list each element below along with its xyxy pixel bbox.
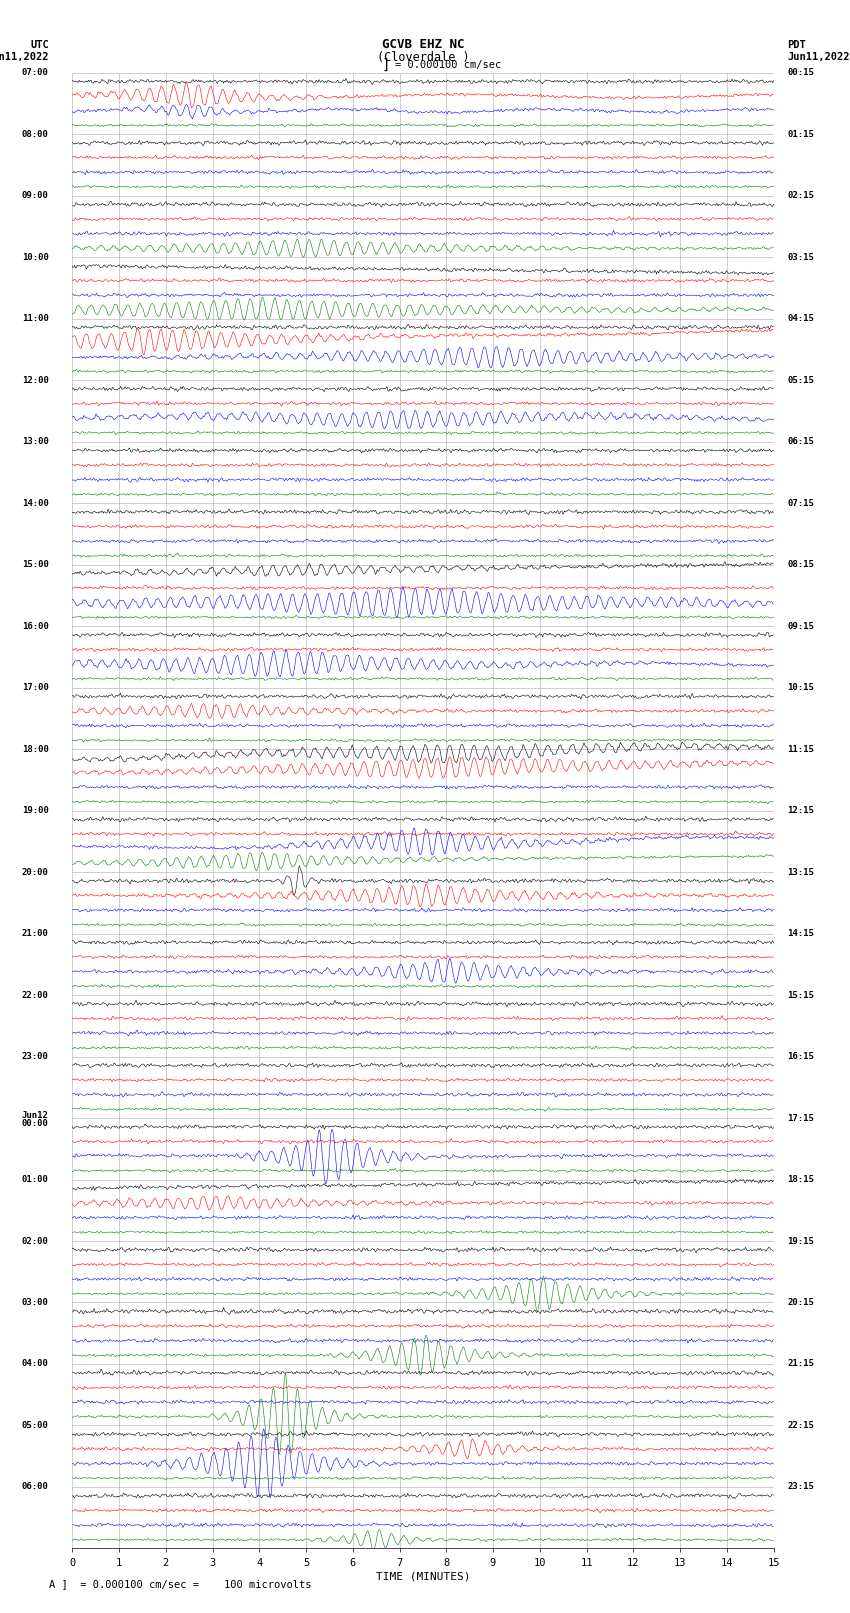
Text: 15:15: 15:15 — [787, 990, 814, 1000]
Text: GCVB EHZ NC: GCVB EHZ NC — [382, 39, 464, 52]
Text: 04:15: 04:15 — [787, 315, 814, 323]
Text: 23:15: 23:15 — [787, 1482, 814, 1492]
Text: Jun12: Jun12 — [22, 1111, 48, 1121]
Text: PDT: PDT — [787, 40, 807, 50]
Text: 09:00: 09:00 — [22, 190, 48, 200]
Text: ]: ] — [382, 58, 390, 73]
Text: 12:15: 12:15 — [787, 806, 814, 815]
Text: 19:00: 19:00 — [22, 806, 48, 815]
Text: UTC: UTC — [30, 40, 48, 50]
Text: 14:00: 14:00 — [22, 498, 48, 508]
Text: 17:00: 17:00 — [22, 682, 48, 692]
Text: 00:00: 00:00 — [22, 1119, 48, 1127]
Text: 03:15: 03:15 — [787, 253, 814, 261]
Text: 11:15: 11:15 — [787, 745, 814, 753]
Text: 02:15: 02:15 — [787, 190, 814, 200]
Text: 01:15: 01:15 — [787, 129, 814, 139]
Text: 18:15: 18:15 — [787, 1174, 814, 1184]
Text: 16:00: 16:00 — [22, 621, 48, 631]
Text: 08:00: 08:00 — [22, 129, 48, 139]
Text: 04:00: 04:00 — [22, 1360, 48, 1368]
Text: 07:15: 07:15 — [787, 498, 814, 508]
Text: = 0.000100 cm/sec: = 0.000100 cm/sec — [394, 60, 501, 71]
Text: 19:15: 19:15 — [787, 1237, 814, 1245]
Text: 01:00: 01:00 — [22, 1174, 48, 1184]
Text: Jun11,2022: Jun11,2022 — [0, 52, 48, 63]
Text: 00:15: 00:15 — [787, 68, 814, 77]
Text: 21:15: 21:15 — [787, 1360, 814, 1368]
Text: 16:15: 16:15 — [787, 1052, 814, 1061]
Text: A ]  = 0.000100 cm/sec =    100 microvolts: A ] = 0.000100 cm/sec = 100 microvolts — [48, 1579, 311, 1589]
Text: 17:15: 17:15 — [787, 1113, 814, 1123]
Text: 22:15: 22:15 — [787, 1421, 814, 1431]
Text: 13:15: 13:15 — [787, 868, 814, 876]
Text: 07:00: 07:00 — [22, 68, 48, 77]
Text: 05:00: 05:00 — [22, 1421, 48, 1431]
Text: 10:00: 10:00 — [22, 253, 48, 261]
Text: 10:15: 10:15 — [787, 682, 814, 692]
Text: 15:00: 15:00 — [22, 560, 48, 569]
Text: 20:00: 20:00 — [22, 868, 48, 876]
Text: 20:15: 20:15 — [787, 1298, 814, 1307]
Text: 03:00: 03:00 — [22, 1298, 48, 1307]
Text: 12:00: 12:00 — [22, 376, 48, 384]
X-axis label: TIME (MINUTES): TIME (MINUTES) — [376, 1571, 470, 1582]
Text: 14:15: 14:15 — [787, 929, 814, 939]
Text: 02:00: 02:00 — [22, 1237, 48, 1245]
Text: Jun11,2022: Jun11,2022 — [787, 52, 850, 63]
Text: 08:15: 08:15 — [787, 560, 814, 569]
Text: 21:00: 21:00 — [22, 929, 48, 939]
Text: 06:15: 06:15 — [787, 437, 814, 447]
Text: 09:15: 09:15 — [787, 621, 814, 631]
Text: 22:00: 22:00 — [22, 990, 48, 1000]
Text: 06:00: 06:00 — [22, 1482, 48, 1492]
Text: (Cloverdale ): (Cloverdale ) — [377, 50, 469, 63]
Text: 18:00: 18:00 — [22, 745, 48, 753]
Text: 23:00: 23:00 — [22, 1052, 48, 1061]
Text: 11:00: 11:00 — [22, 315, 48, 323]
Text: 13:00: 13:00 — [22, 437, 48, 447]
Text: 05:15: 05:15 — [787, 376, 814, 384]
